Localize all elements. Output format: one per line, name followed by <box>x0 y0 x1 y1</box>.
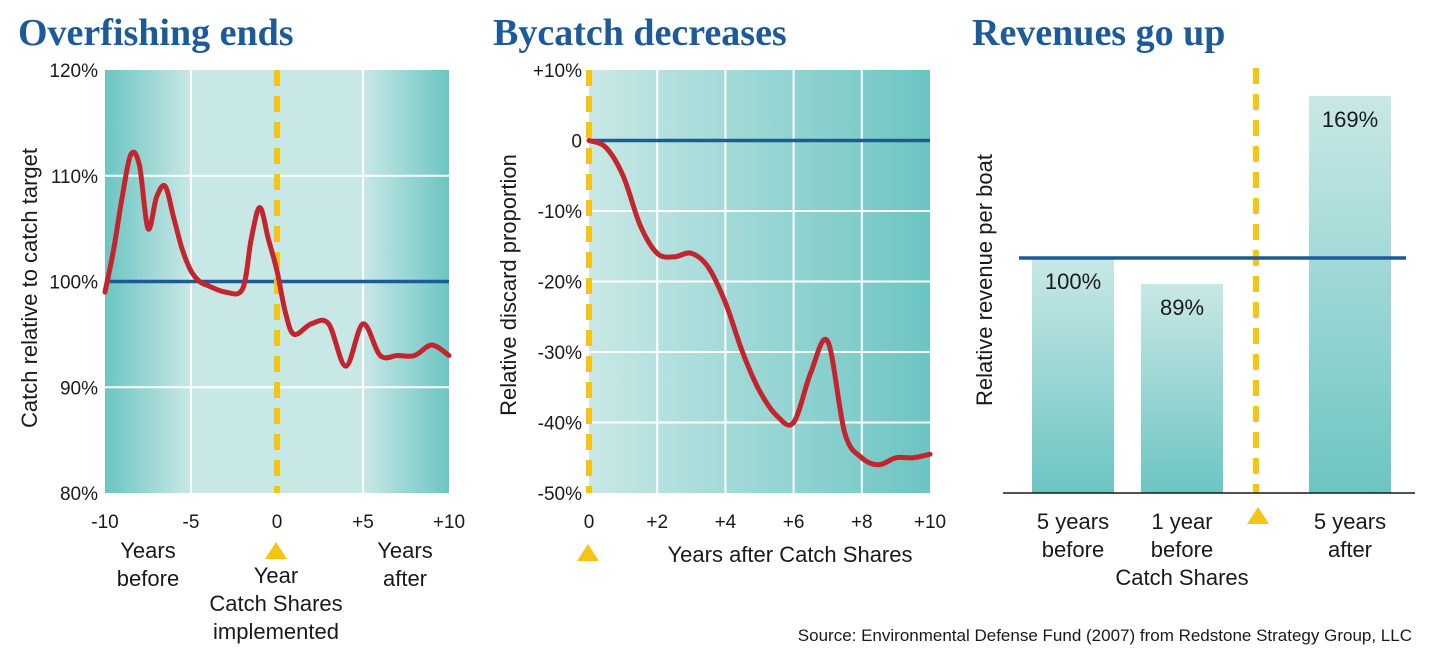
y-tick-label: 80% <box>60 484 98 505</box>
x-tick-label: +6 <box>783 512 805 533</box>
x-axis-caption: Catch Shares <box>209 591 342 616</box>
x-axis-caption: before <box>117 566 179 591</box>
y-tick-label: 100% <box>49 273 98 294</box>
y-tick-label: -50% <box>538 484 582 505</box>
bar <box>1032 258 1114 493</box>
series-line <box>102 149 452 369</box>
x-axis-caption: Year <box>254 563 298 588</box>
bar <box>1309 95 1391 493</box>
x-axis-caption: Years <box>377 538 432 563</box>
chart-title: Overfishing ends <box>18 12 294 54</box>
category-group-label: Catch Shares <box>1115 565 1248 590</box>
x-tick-label: +8 <box>851 512 873 533</box>
y-tick-label: -40% <box>538 414 582 435</box>
catch-shares-marker-icon <box>265 542 287 559</box>
category-label: after <box>1328 537 1372 562</box>
bar <box>1141 283 1223 493</box>
y-tick-label: 0 <box>571 132 582 153</box>
catch-shares-marker-icon <box>1247 507 1269 524</box>
y-tick-label: 90% <box>60 378 98 399</box>
y-axis-label: Catch relative to catch target <box>17 148 42 428</box>
bar-value-label: 100% <box>1045 269 1101 294</box>
x-tick-label: +10 <box>433 512 465 533</box>
y-axis-label: Relative revenue per boat <box>972 154 997 406</box>
y-axis-label: Relative discard proportion <box>496 154 521 416</box>
y-tick-label: -30% <box>538 343 582 364</box>
x-axis-label: Years after Catch Shares <box>668 542 913 567</box>
x-tick-label: +5 <box>352 512 374 533</box>
chart-bycatch: Bycatch decreases -50% -40% -30% -20% -10% 0 +… <box>493 12 946 567</box>
category-label: 5 years <box>1037 509 1109 534</box>
x-tick-label: +2 <box>646 512 668 533</box>
x-axis-caption: Years <box>120 538 175 563</box>
chart-title: Revenues go up <box>972 12 1225 54</box>
chart-title: Bycatch decreases <box>493 12 787 54</box>
source-note: Source: Environmental Defense Fund (2007… <box>798 626 1412 645</box>
y-tick-label: 110% <box>51 167 98 188</box>
bar-value-label: 89% <box>1160 295 1204 320</box>
y-tick-label: -20% <box>538 273 582 294</box>
x-axis-caption: after <box>383 566 427 591</box>
catch-shares-marker-icon <box>577 544 599 561</box>
bar-value-label: 169% <box>1322 107 1378 132</box>
category-label: 1 year <box>1151 509 1212 534</box>
category-label: 5 years <box>1314 509 1386 534</box>
x-tick-label: +4 <box>715 512 737 533</box>
chart-overfishing: Overfishing ends 80% 90% 100% 110% 120% -10 -… <box>17 12 465 644</box>
x-tick-label: +10 <box>914 512 946 533</box>
y-tick-label: 120% <box>49 61 98 82</box>
chart-revenues: Revenues go up 100% 5 years before 89% 1 yea… <box>972 12 1415 590</box>
y-tick-label: +10% <box>533 61 582 82</box>
category-label: before <box>1151 537 1213 562</box>
category-label: before <box>1042 537 1104 562</box>
x-tick-label: -10 <box>91 512 118 533</box>
x-tick-label: 0 <box>272 512 283 533</box>
x-tick-label: 0 <box>584 512 595 533</box>
series-line <box>586 138 933 468</box>
x-axis-caption: implemented <box>213 619 339 644</box>
x-tick-label: -5 <box>183 512 200 533</box>
y-tick-label: -10% <box>538 202 582 223</box>
